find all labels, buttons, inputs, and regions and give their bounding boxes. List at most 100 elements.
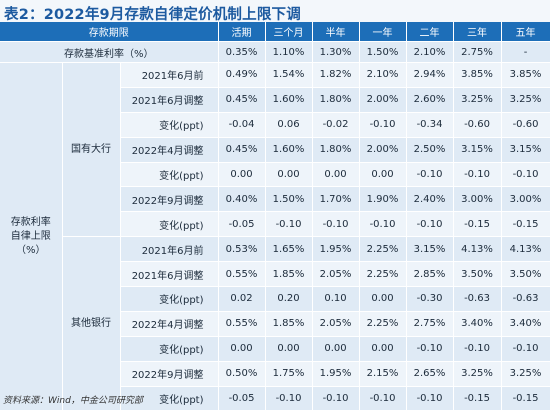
base-rate-cell: 2.75% <box>453 41 502 63</box>
table-row: 变化(ppt) 0.02 0.20 0.10 0.00 -0.30 -0.63 -0.63 <box>0 286 550 312</box>
rate-cell: -0.34 <box>406 112 454 138</box>
rate-cell: 0.00 <box>218 162 266 188</box>
rate-cell: -0.10 <box>501 336 550 362</box>
rate-cell: 1.75% <box>265 361 313 387</box>
rate-cell: 0.00 <box>312 336 360 362</box>
rate-cell: 1.50% <box>265 186 313 213</box>
row-label: 变化(ppt) <box>120 211 219 238</box>
rate-cap-label-line: 自律上限 <box>10 230 51 242</box>
rate-cell: 1.95% <box>312 236 360 263</box>
rate-cap-label: 存款利率 自律上限 （%） <box>0 62 63 411</box>
base-rate-cell: 1.30% <box>312 41 360 63</box>
row-label: 2021年6月调整 <box>120 261 219 288</box>
rate-cell: 0.00 <box>265 162 313 188</box>
rate-cell: -0.04 <box>218 112 266 138</box>
header-row: 存款期限 活期 三个月 半年 一年 二年 三年 五年 <box>0 22 550 42</box>
rate-cell: 1.80% <box>312 87 360 113</box>
rate-cell: -0.63 <box>453 286 502 312</box>
rate-cell: 1.85% <box>265 311 313 337</box>
base-rate-cell: - <box>501 41 550 63</box>
rate-cell: -0.15 <box>453 211 502 238</box>
rate-cell: 0.00 <box>359 162 407 188</box>
header-term: 三个月 <box>265 22 313 42</box>
header-period: 存款期限 <box>0 22 219 42</box>
rate-cell: 2.25% <box>359 311 407 337</box>
table-row: 其他银行 2021年6月前 0.53% 1.65% 1.95% 2.25% 3.15% 4.1… <box>0 236 550 411</box>
row-label: 变化(ppt) <box>120 386 219 411</box>
rate-cell: 2.25% <box>359 261 407 288</box>
rate-cell: 0.53% <box>218 236 266 263</box>
rate-cell: 3.85% <box>453 62 502 88</box>
table-row: 2021年6月调整 0.55% 1.85% 2.05% 2.25% 2.85% 3.50% 3… <box>0 261 550 288</box>
rate-cell: 3.25% <box>501 361 550 387</box>
base-rate-cell: 1.50% <box>359 41 407 63</box>
row-label: 变化(ppt) <box>120 162 219 188</box>
rate-cell: 0.40% <box>218 186 266 213</box>
rate-cell: -0.10 <box>406 211 454 238</box>
rate-cell: 0.02 <box>218 286 266 312</box>
rate-cell: -0.02 <box>312 112 360 138</box>
rate-cell: 3.25% <box>453 361 502 387</box>
rate-cell: 4.13% <box>453 236 502 263</box>
row-label: 变化(ppt) <box>120 336 219 362</box>
rate-cell: -0.10 <box>453 162 502 188</box>
rate-cell: 2.05% <box>312 311 360 337</box>
rate-cell: 1.85% <box>265 261 313 288</box>
rate-cell: 2.10% <box>359 62 407 88</box>
bank-group-label: 国有大行 <box>62 62 121 238</box>
header-term: 五年 <box>501 22 550 42</box>
rate-cell: -0.15 <box>501 386 550 411</box>
header-term: 半年 <box>312 22 360 42</box>
rate-cell: -0.10 <box>312 386 360 411</box>
rate-cell: 3.00% <box>501 186 550 213</box>
rate-cell: -0.10 <box>453 336 502 362</box>
rate-cell: -0.10 <box>265 211 313 238</box>
rate-cell: -0.63 <box>501 286 550 312</box>
rate-cell: 3.85% <box>501 62 550 88</box>
rate-cell: -0.10 <box>312 211 360 238</box>
rate-cell: -0.30 <box>406 286 454 312</box>
rate-cell: 3.25% <box>453 87 502 113</box>
rate-cell: 1.65% <box>265 236 313 263</box>
rate-cell: 2.60% <box>406 87 454 113</box>
rate-cell: -0.10 <box>406 336 454 362</box>
rate-cell: 1.80% <box>312 137 360 163</box>
rate-cell: 3.15% <box>406 236 454 263</box>
rate-cell: 0.00 <box>312 162 360 188</box>
rate-cell: 1.60% <box>265 87 313 113</box>
rate-cell: 2.50% <box>406 137 454 163</box>
row-label: 2022年9月调整 <box>120 361 219 387</box>
rate-cell: -0.10 <box>265 386 313 411</box>
rate-cell: 3.25% <box>501 87 550 113</box>
rate-cell: 0.10 <box>312 286 360 312</box>
header-term: 一年 <box>359 22 407 42</box>
rate-cell: 0.00 <box>359 286 407 312</box>
table-row: 存款利率 自律上限 （%） 国有大行 2021年6月前 0.49% 1.54% 1.82% 2.… <box>0 62 550 411</box>
rate-cell: -0.10 <box>359 211 407 238</box>
rate-cell: 0.06 <box>265 112 313 138</box>
row-label: 2022年9月调整 <box>120 186 219 213</box>
rate-cell: -0.15 <box>453 386 502 411</box>
rate-cell: 1.90% <box>359 186 407 213</box>
rate-cell: 2.40% <box>406 186 454 213</box>
row-label: 变化(ppt) <box>120 112 219 138</box>
rate-cell: 2.25% <box>359 236 407 263</box>
source-note: 资料来源：Wind，中金公司研究部 <box>3 396 143 406</box>
table-row: 变化(ppt) -0.04 0.06 -0.02 -0.10 -0.34 -0.60 -0.6… <box>0 112 550 138</box>
table-row: 变化(ppt) -0.05 -0.10 -0.10 -0.10 -0.10 -0.15 -0.… <box>0 386 550 411</box>
bank-group-label: 其他银行 <box>62 236 121 411</box>
rate-cell: 0.45% <box>218 137 266 163</box>
table-row: 变化(ppt) 0.00 0.00 0.00 0.00 -0.10 -0.10 -0.10 <box>0 336 550 362</box>
rate-cell: 0.00 <box>218 336 266 362</box>
rate-cell: -0.15 <box>501 211 550 238</box>
rate-cell: 3.00% <box>453 186 502 213</box>
rate-cell: 2.94% <box>406 62 454 88</box>
rate-cell: -0.10 <box>406 162 454 188</box>
base-rate-cell: 2.10% <box>406 41 454 63</box>
table-row: 变化(ppt) 0.00 0.00 0.00 0.00 -0.10 -0.10 -0.10 <box>0 162 550 188</box>
rate-cell: 0.45% <box>218 87 266 113</box>
table-row: 2021年6月调整 0.45% 1.60% 1.80% 2.00% 2.60% 3.25% 3… <box>0 87 550 113</box>
rate-cell: -0.05 <box>218 211 266 238</box>
rate-cell: 2.15% <box>359 361 407 387</box>
